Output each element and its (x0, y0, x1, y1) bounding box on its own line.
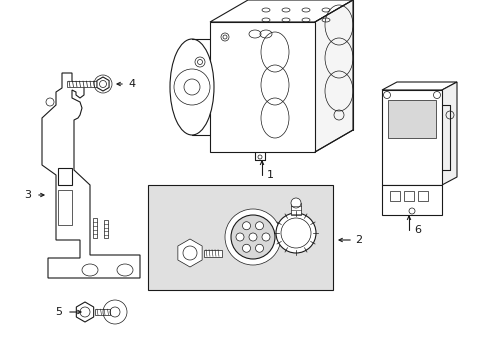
Polygon shape (441, 82, 456, 185)
Circle shape (290, 198, 301, 208)
Circle shape (242, 222, 250, 230)
Polygon shape (209, 22, 314, 152)
Circle shape (230, 215, 274, 259)
Polygon shape (381, 90, 441, 185)
Bar (58, 190, 72, 225)
Bar (203, 249, 222, 256)
Bar (389, 191, 399, 201)
Bar (93, 218, 97, 238)
Circle shape (236, 233, 244, 241)
Ellipse shape (170, 39, 214, 135)
Bar (95, 309, 110, 315)
Bar (104, 220, 108, 238)
Polygon shape (58, 168, 72, 185)
Circle shape (248, 233, 257, 241)
Bar (387, 100, 435, 138)
Bar (290, 203, 301, 215)
Circle shape (224, 209, 281, 265)
Polygon shape (381, 82, 456, 90)
Text: 6: 6 (413, 225, 420, 235)
Circle shape (255, 222, 263, 230)
Polygon shape (178, 239, 202, 267)
Text: 1: 1 (266, 170, 273, 180)
Text: 3: 3 (24, 190, 31, 200)
Bar (417, 191, 427, 201)
Polygon shape (76, 302, 94, 322)
Circle shape (262, 233, 269, 241)
Text: 5: 5 (55, 307, 62, 317)
Polygon shape (42, 73, 140, 278)
Bar (381, 185, 441, 215)
Polygon shape (209, 0, 352, 22)
Circle shape (242, 244, 250, 252)
Polygon shape (97, 77, 109, 91)
Bar (403, 191, 413, 201)
Bar (67, 81, 97, 87)
Text: 2: 2 (354, 235, 362, 245)
Circle shape (255, 244, 263, 252)
Polygon shape (314, 0, 352, 152)
Circle shape (275, 213, 315, 253)
Text: 4: 4 (128, 79, 135, 89)
Bar (148, 185, 332, 290)
